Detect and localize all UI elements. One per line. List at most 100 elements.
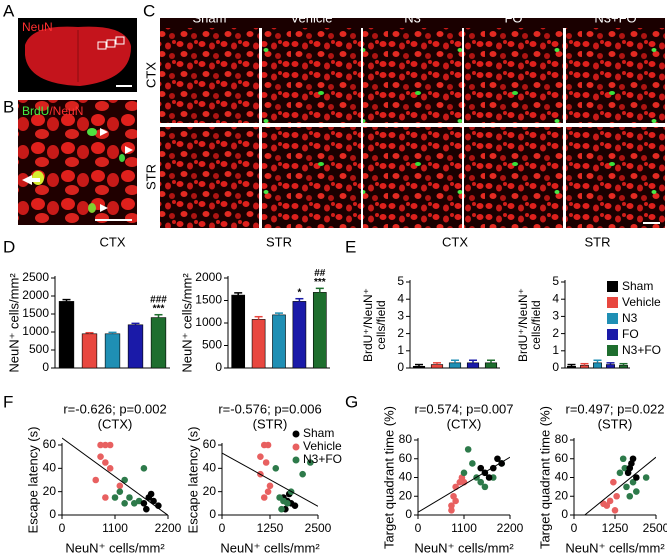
label-brdu: BrdU bbox=[22, 104, 49, 118]
y-axis-label: Target quadrant time (%) bbox=[537, 406, 552, 549]
y-tick-label: 60 bbox=[555, 451, 569, 465]
bar bbox=[292, 301, 307, 369]
point bbox=[121, 500, 128, 507]
legend-label: Vehicle bbox=[622, 295, 661, 309]
y-tick-label: 0 bbox=[397, 360, 404, 374]
image-a bbox=[18, 18, 137, 92]
y-axis-label: cells/field bbox=[529, 300, 543, 349]
y-tick-label: 80 bbox=[399, 432, 413, 446]
y-tick-label: 0 bbox=[215, 360, 222, 374]
point bbox=[97, 453, 104, 460]
legend-label: N3+FO bbox=[622, 343, 661, 357]
x-tick-label: 2500 bbox=[305, 521, 332, 535]
point bbox=[116, 488, 124, 495]
y-tick-label: 1000 bbox=[22, 324, 49, 338]
point bbox=[278, 505, 285, 513]
point bbox=[450, 492, 457, 500]
significance: ## bbox=[314, 268, 326, 279]
point bbox=[262, 459, 270, 466]
legend-swatch bbox=[607, 313, 618, 324]
legend-label: Sham bbox=[303, 426, 334, 440]
chart: 0 1 2 3 4 5 BrdU⁺/NeuN⁺ cells/field CTX bbox=[361, 234, 500, 374]
y-tick-label: 0 bbox=[552, 360, 559, 374]
chart-subtitle: (STR) bbox=[598, 416, 633, 431]
legend-swatch bbox=[607, 345, 618, 356]
regression-line bbox=[222, 452, 318, 507]
x-axis-label: NeuN⁺ cells/mm² bbox=[414, 540, 514, 555]
column-label: FO bbox=[504, 10, 522, 25]
point bbox=[477, 478, 485, 486]
bar bbox=[231, 294, 246, 369]
point bbox=[629, 455, 637, 463]
y-tick-label: 500 bbox=[202, 338, 222, 352]
regression-line bbox=[62, 437, 168, 515]
bar bbox=[412, 365, 426, 369]
bar bbox=[593, 362, 602, 369]
y-axis-label: NeuN⁺ cells/mm² bbox=[179, 273, 194, 373]
point bbox=[116, 482, 124, 490]
bar bbox=[466, 362, 480, 369]
legend-label: Sham bbox=[622, 279, 653, 293]
legend-label: FO bbox=[622, 327, 639, 341]
legend-swatch bbox=[607, 281, 618, 292]
y-tick-label: 3 bbox=[397, 309, 404, 323]
column-label: Sham bbox=[193, 10, 227, 25]
y-tick-label: 80 bbox=[555, 432, 569, 446]
point bbox=[464, 446, 472, 453]
point bbox=[143, 505, 150, 513]
significance: *** bbox=[153, 303, 165, 314]
point bbox=[106, 441, 114, 449]
point bbox=[102, 459, 109, 466]
point bbox=[460, 469, 468, 477]
y-tick-label: 0 bbox=[561, 507, 568, 521]
significance: *** bbox=[314, 277, 326, 288]
point bbox=[448, 507, 455, 514]
bar bbox=[448, 362, 462, 369]
label-neun: /NeuN bbox=[49, 104, 83, 118]
bar bbox=[127, 324, 144, 369]
point bbox=[623, 483, 630, 491]
point bbox=[150, 497, 157, 505]
y-tick-label: 40 bbox=[399, 470, 413, 484]
x-tick-label: 1250 bbox=[257, 521, 284, 535]
legend-swatch bbox=[607, 297, 618, 308]
x-axis-label: NeuN⁺ cells/mm² bbox=[220, 540, 320, 555]
point bbox=[106, 465, 114, 472]
x-tick-label: 0 bbox=[415, 521, 422, 535]
y-tick-label: 4 bbox=[552, 291, 559, 305]
regression-line bbox=[418, 456, 510, 513]
significance: ### bbox=[150, 294, 167, 305]
bar bbox=[567, 365, 576, 369]
y-tick-label: 0 bbox=[49, 507, 56, 521]
y-tick-label: 2000 bbox=[195, 270, 222, 284]
legend-label: Vehicle bbox=[303, 439, 342, 453]
bar bbox=[312, 292, 327, 369]
point bbox=[102, 441, 109, 449]
y-tick-label: 60 bbox=[399, 451, 413, 465]
regression-line bbox=[583, 456, 656, 515]
point bbox=[140, 500, 148, 507]
bar bbox=[150, 317, 167, 369]
row-label: STR bbox=[143, 164, 158, 190]
chart-title: r=0.497; p=0.022 bbox=[565, 401, 664, 416]
panel-label: F bbox=[3, 392, 13, 411]
point bbox=[121, 476, 128, 484]
y-tick-label: 60 bbox=[43, 437, 57, 451]
panel-label: C bbox=[143, 1, 155, 20]
point bbox=[111, 494, 119, 501]
point bbox=[626, 492, 634, 500]
bar bbox=[580, 365, 589, 369]
y-tick-label: 5 bbox=[552, 274, 559, 288]
point bbox=[633, 488, 640, 495]
chart-subtitle: (STR) bbox=[253, 416, 288, 431]
point bbox=[264, 441, 272, 449]
x-axis-label: NeuN⁺ cells/mm² bbox=[65, 540, 165, 555]
point bbox=[291, 502, 299, 509]
point bbox=[283, 500, 291, 507]
chart-title: STR bbox=[266, 234, 292, 249]
row-label: CTX bbox=[143, 62, 158, 88]
y-tick-label: 1 bbox=[397, 343, 404, 357]
x-tick-label: 0 bbox=[571, 521, 578, 535]
